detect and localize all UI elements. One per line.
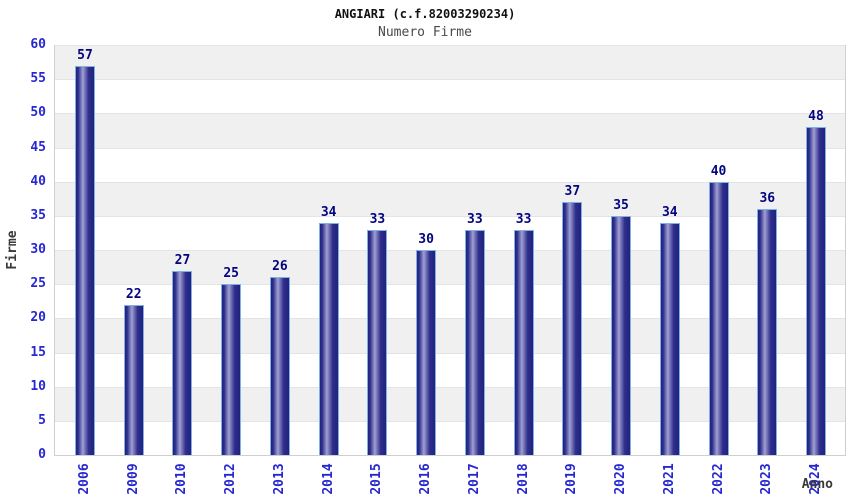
bar-2022 [708,181,729,455]
bar-2014 [318,222,339,455]
bar-2021 [659,222,680,455]
x-axis-title: Anno [801,477,833,492]
bar-2010 [172,270,193,455]
y-tick-label: 25 [30,276,46,292]
background-band [55,45,845,80]
y-tick-label: 10 [30,378,46,394]
y-tick-label: 60 [30,37,46,52]
x-tick-label: 2006 [77,463,92,495]
bar-value-label: 30 [418,232,434,247]
background-band [55,79,845,114]
plot-area: 57 22 27 25 26 34 33 30 33 33 37 35 34 40 36 48 [54,45,846,456]
bar-value-label: 57 [77,47,93,63]
x-tick-label: 2017 [466,463,482,495]
y-tick-label: 45 [30,139,46,155]
x-tick-label: 2012 [223,463,239,495]
x-tick-label: 2010 [174,463,190,495]
bar-value-label: 33 [467,211,483,227]
bar-value-label: 33 [515,211,532,227]
bar-2015 [367,229,388,455]
x-tick-label: 2018 [515,463,531,495]
y-tick-label: 15 [30,344,46,360]
bar-value-label: 27 [174,252,191,268]
bar-2024 [806,127,826,455]
x-tick-label: 2022 [710,463,726,495]
bar-2016 [416,250,437,455]
bar-2013 [269,277,290,455]
bar-2006 [75,65,95,455]
bar-2009 [123,304,144,455]
background-band [55,113,845,148]
bar-value-label: 22 [125,286,142,302]
bar-value-label: 34 [320,204,337,220]
bar-value-label: 26 [272,259,288,275]
bar-2020 [611,215,632,455]
bar-2017 [464,229,485,455]
x-tick-label: 2014 [320,463,336,495]
x-tick-label: 2023 [759,463,775,495]
y-tick-label: 30 [30,242,46,257]
y-tick-label: 5 [38,412,46,428]
x-tick-label: 2021 [661,463,677,495]
y-tick-label: 0 [38,447,46,462]
y-tick-label: 55 [30,71,46,87]
chart-subtitle: Numero Firme [378,25,472,40]
bar-value-label: 25 [223,266,240,282]
bar-value-label: 37 [564,184,581,200]
x-tick-label: 2015 [369,463,385,495]
y-tick-label: 50 [30,105,46,121]
bar-value-label: 48 [808,109,824,124]
bar-2019 [562,202,583,455]
y-tick-label: 20 [30,310,46,326]
bar-value-label: 34 [661,204,678,220]
x-tick-label: 2013 [271,463,287,495]
bar-2023 [757,209,778,455]
x-tick-label: 2016 [418,463,434,495]
x-tick-label: 2020 [613,463,629,495]
bar-value-label: 35 [613,197,629,213]
background-band [55,147,845,182]
bar-value-label: 33 [369,211,386,227]
y-tick-label: 35 [30,207,46,223]
y-tick-label: 40 [30,173,46,189]
bar-value-label: 36 [759,191,776,206]
bar-2018 [513,229,534,455]
chart-title: ANGIARI (c.f.82003290234) [334,7,516,21]
bar-value-label: 40 [710,163,727,179]
x-tick-label: 2019 [564,463,580,495]
bar-2012 [221,284,242,455]
x-tick-label: 2009 [125,463,141,495]
